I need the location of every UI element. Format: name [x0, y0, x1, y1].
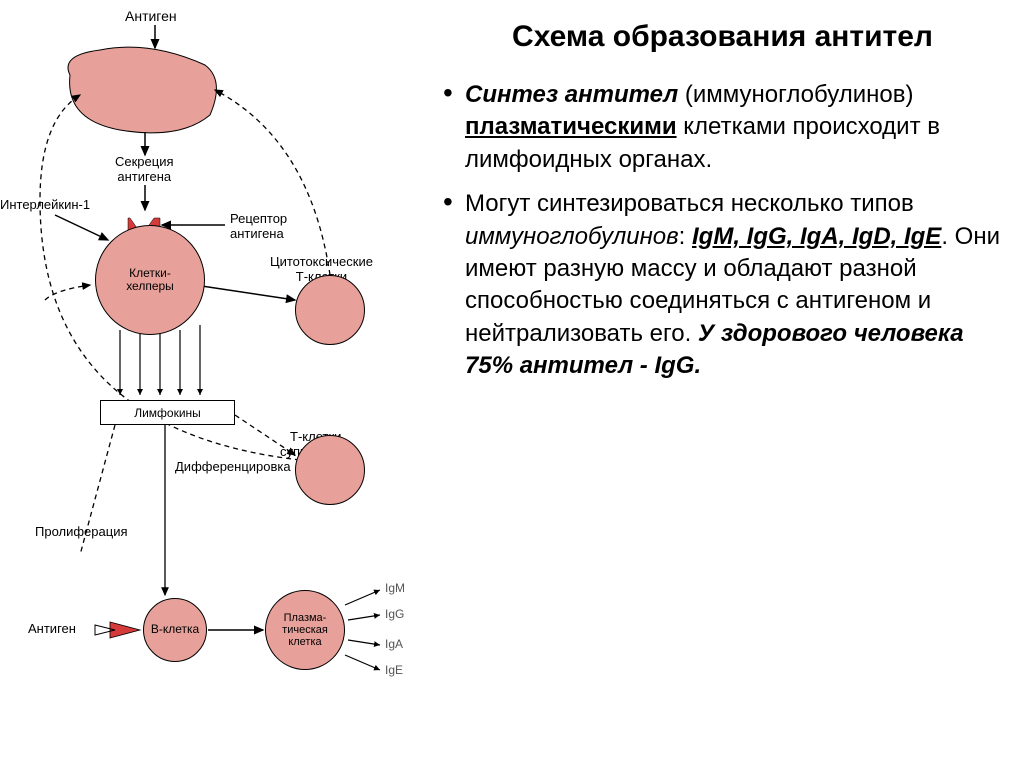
bullet-2: Могут синтезироваться несколько типов им… — [435, 188, 1010, 382]
label-receptor: Рецептор антигена — [230, 212, 287, 242]
diagram-svg — [0, 0, 425, 768]
bullet-1-content: Синтез антител (иммуноглобулинов) плазма… — [465, 81, 940, 173]
ig-out-2: IgA — [385, 638, 403, 652]
b-cell: В-клетка — [143, 598, 207, 662]
antigen-blob — [68, 47, 216, 133]
cytotoxic-t-cell — [295, 275, 365, 345]
bullet-1: Синтез антител (иммуноглобулинов) плазма… — [435, 79, 1010, 176]
page-title: Схема образования антител — [435, 20, 1010, 54]
label-differentiation: Дифференцировка — [175, 460, 291, 475]
ig-out-1: IgG — [385, 608, 404, 622]
ig-out-0: IgM — [385, 582, 405, 596]
label-antigen-2: Антиген — [28, 622, 76, 637]
plasma-cell: Плазма- тическая клетка — [265, 590, 345, 670]
ig-out-3: IgE — [385, 664, 403, 678]
text-area: Схема образования антител Синтез антител… — [435, 20, 1010, 395]
helper-cell: Клетки- хелперы — [95, 225, 205, 335]
suppressor-t-cell — [295, 435, 365, 505]
lymphokines-box: Лимфокины — [100, 400, 235, 425]
diagram-area: Антиген Секреция антигена Интерлейкин-1 … — [0, 0, 425, 768]
bullet-2-content: Могут синтезироваться несколько типов им… — [465, 190, 1000, 379]
label-proliferation: Пролиферация — [35, 525, 128, 540]
label-interleukin: Интерлейкин-1 — [0, 198, 90, 213]
label-antigen: Антиген — [125, 8, 177, 24]
label-secretion: Секреция антигена — [115, 155, 174, 185]
